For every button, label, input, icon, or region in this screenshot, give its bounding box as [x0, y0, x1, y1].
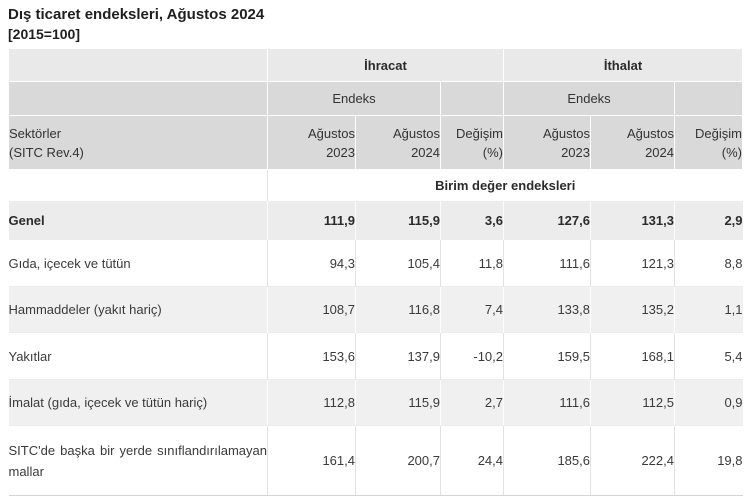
- cell-value: 131,3: [590, 200, 675, 240]
- cell-value: 115,9: [355, 379, 441, 426]
- cell-value: 2,9: [673, 200, 743, 240]
- cell-value: 2,7: [440, 379, 504, 426]
- column-header-import-change: Değişim (%): [673, 115, 744, 170]
- column-header-export-change: Değişim (%): [440, 115, 504, 170]
- row-label: SITC'de başka bir yerde sınıflandırılama…: [8, 425, 268, 496]
- cell-value: 19,8: [673, 425, 743, 496]
- cell-value: 159,5: [503, 332, 591, 380]
- cell-value: -10,2: [440, 332, 504, 380]
- page-subtitle-base-year: [2015=100]: [8, 26, 81, 42]
- index-subheader-row: Endeks Endeks: [8, 81, 744, 116]
- trade-indices-table: İhracat İthalat Endeks Endeks Sektörler …: [8, 48, 744, 496]
- sector-header-line1: Sektörler: [9, 125, 62, 141]
- cell-value: 185,6: [503, 425, 591, 496]
- cell-value: 133,8: [503, 286, 591, 333]
- table-row-food-beverages-tobacco: Gıda, içecek ve tütün 94,3 105,4 11,8 11…: [8, 239, 743, 287]
- cell-value: 111,6: [503, 239, 591, 287]
- table-row-manufacturing: İmalat (gıda, içecek ve tütün hariç) 112…: [8, 379, 743, 426]
- index-subheader-gap-export: [440, 81, 504, 116]
- cell-value: 168,1: [590, 332, 675, 380]
- cell-value: 111,6: [503, 379, 591, 426]
- row-label: Gıda, içecek ve tütün: [8, 239, 268, 287]
- cell-value: 24,4: [440, 425, 504, 496]
- cell-value: 222,4: [590, 425, 675, 496]
- table-row-fuels: Yakıtlar 153,6 137,9 -10,2 159,5 168,1 5…: [8, 332, 743, 380]
- row-label: Yakıtlar: [8, 332, 268, 380]
- column-header-export-2023: Ağustos 2023: [267, 115, 356, 170]
- page-title: Dış ticaret endeksleri, Ağustos 2024: [8, 6, 265, 23]
- cell-value: 153,6: [267, 332, 356, 380]
- group-header-export: İhracat: [267, 48, 504, 82]
- column-header-export-2024: Ağustos 2024: [355, 115, 441, 170]
- cell-value: 115,9: [355, 200, 441, 240]
- column-header-import-2024: Ağustos 2024: [590, 115, 675, 170]
- sector-header-line2: (SITC Rev.4): [9, 144, 84, 160]
- cell-value: 7,4: [440, 286, 504, 333]
- cell-value: 121,3: [590, 239, 675, 287]
- cell-value: 112,8: [267, 379, 356, 426]
- cell-value: 127,6: [503, 200, 591, 240]
- column-header-import-2023: Ağustos 2023: [503, 115, 591, 170]
- cell-value: 137,9: [355, 332, 441, 380]
- cell-value: 135,2: [590, 286, 675, 333]
- index-subheader-gap-import: [673, 81, 744, 116]
- cell-value: 116,8: [355, 286, 441, 333]
- cell-value: 105,4: [355, 239, 441, 287]
- group-header-row: İhracat İthalat: [8, 48, 744, 82]
- cell-value: 11,8: [440, 239, 504, 287]
- cell-value: 200,7: [355, 425, 441, 496]
- cell-value: 111,9: [267, 200, 356, 240]
- index-subheader-export: Endeks: [267, 81, 441, 116]
- group-header-import: İthalat: [502, 48, 744, 82]
- cell-value: 0,9: [673, 379, 743, 426]
- section-header-spacer: [8, 169, 268, 201]
- column-header-row: Sektörler (SITC Rev.4) Ağustos 2023 Ağus…: [8, 115, 744, 170]
- group-header-spacer: [8, 48, 268, 82]
- cell-value: 112,5: [590, 379, 675, 426]
- cell-value: 3,6: [440, 200, 504, 240]
- cell-value: 161,4: [267, 425, 356, 496]
- cell-value: 94,3: [267, 239, 356, 287]
- cell-value: 1,1: [673, 286, 743, 333]
- table-row-sitc-not-classified: SITC'de başka bir yerde sınıflandırılama…: [8, 425, 743, 496]
- section-header-unit-value-indices: Birim değer endeksleri: [266, 169, 743, 201]
- cell-value: 8,8: [673, 239, 743, 287]
- table-row-genel: Genel 111,9 115,9 3,6 127,6 131,3 2,9: [8, 200, 743, 240]
- table-row-raw-materials: Hammaddeler (yakıt hariç) 108,7 116,8 7,…: [8, 286, 743, 333]
- column-header-sectors: Sektörler (SITC Rev.4): [8, 115, 268, 170]
- row-label: İmalat (gıda, içecek ve tütün hariç): [8, 379, 268, 426]
- row-label: Hammaddeler (yakıt hariç): [8, 286, 268, 333]
- index-subheader-spacer: [8, 81, 268, 116]
- cell-value: 5,4: [673, 332, 743, 380]
- index-subheader-import: Endeks: [503, 81, 675, 116]
- section-header-row: Birim değer endeksleri: [8, 169, 743, 201]
- row-label: Genel: [8, 200, 268, 240]
- cell-value: 108,7: [267, 286, 356, 333]
